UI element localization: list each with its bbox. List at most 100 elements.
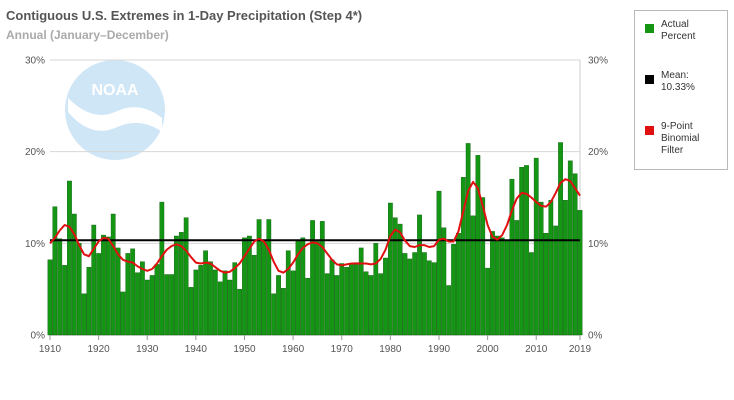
bar[interactable] <box>237 288 243 336</box>
bar[interactable] <box>388 202 393 336</box>
bar[interactable] <box>548 200 554 336</box>
bar[interactable] <box>67 180 72 336</box>
bar[interactable] <box>86 266 92 336</box>
bar[interactable] <box>120 291 126 336</box>
bar[interactable] <box>436 190 442 336</box>
bar[interactable] <box>494 235 500 336</box>
bar[interactable] <box>363 271 369 336</box>
bar[interactable] <box>514 220 520 336</box>
bar[interactable] <box>305 277 311 336</box>
bar[interactable] <box>261 239 267 336</box>
bar[interactable] <box>144 279 150 336</box>
bar[interactable] <box>373 243 379 336</box>
bar[interactable] <box>519 167 525 336</box>
bar[interactable] <box>567 160 573 336</box>
bar[interactable] <box>533 157 539 336</box>
bar[interactable] <box>174 235 179 336</box>
bar[interactable] <box>149 275 155 336</box>
bar[interactable] <box>485 267 490 336</box>
bar[interactable] <box>300 237 306 336</box>
bar[interactable] <box>57 238 63 336</box>
bar[interactable] <box>76 243 82 336</box>
bar[interactable] <box>154 264 160 336</box>
bar[interactable] <box>232 262 238 336</box>
bar[interactable] <box>392 217 398 336</box>
bar[interactable] <box>441 227 447 336</box>
bar[interactable] <box>183 217 189 336</box>
bar[interactable] <box>198 265 204 336</box>
bar[interactable] <box>319 221 325 336</box>
bar[interactable] <box>553 225 559 336</box>
bar[interactable] <box>178 232 184 336</box>
bar[interactable] <box>101 234 106 336</box>
bar[interactable] <box>81 293 87 336</box>
bar[interactable] <box>222 270 228 336</box>
bar[interactable] <box>349 263 354 336</box>
bar[interactable] <box>572 173 578 336</box>
bar[interactable] <box>460 177 466 336</box>
bar[interactable] <box>529 252 534 336</box>
bar[interactable] <box>266 219 272 336</box>
bar[interactable] <box>543 233 549 336</box>
bar[interactable] <box>470 215 476 336</box>
bar[interactable] <box>281 288 286 336</box>
bar[interactable] <box>563 200 568 336</box>
bar[interactable] <box>251 255 257 336</box>
bar[interactable] <box>378 273 384 336</box>
bar[interactable] <box>135 272 140 336</box>
bar[interactable] <box>164 274 170 336</box>
bar[interactable] <box>383 257 388 336</box>
bar[interactable] <box>188 287 194 336</box>
bar[interactable] <box>276 275 281 336</box>
legend-item-filter[interactable]: 9-Point Binomial Filter <box>645 121 723 157</box>
bar[interactable] <box>285 250 291 336</box>
bar[interactable] <box>208 261 213 336</box>
bar[interactable] <box>344 266 349 336</box>
bar[interactable] <box>558 142 563 336</box>
bar[interactable] <box>334 275 340 336</box>
bar[interactable] <box>310 220 315 336</box>
bar[interactable] <box>329 259 335 336</box>
bar[interactable] <box>417 214 422 336</box>
bar[interactable] <box>290 270 296 336</box>
bar[interactable] <box>524 165 529 336</box>
bar[interactable] <box>475 155 481 336</box>
legend-item-actual[interactable]: Actual Percent <box>645 19 723 43</box>
bar[interactable] <box>480 197 486 336</box>
bar[interactable] <box>426 260 432 336</box>
bar[interactable] <box>217 281 223 336</box>
bar[interactable] <box>115 247 121 336</box>
bar[interactable] <box>407 258 413 336</box>
bar[interactable] <box>412 252 418 336</box>
bar[interactable] <box>91 224 97 336</box>
bar[interactable] <box>451 244 456 336</box>
bar[interactable] <box>324 273 330 336</box>
bar[interactable] <box>446 285 452 336</box>
bar[interactable] <box>110 213 116 336</box>
bar[interactable] <box>47 259 53 336</box>
bar[interactable] <box>538 201 544 336</box>
bar[interactable] <box>339 263 345 336</box>
bar[interactable] <box>227 279 233 336</box>
bar[interactable] <box>465 143 471 336</box>
bar[interactable] <box>431 262 437 336</box>
bar[interactable] <box>105 236 111 336</box>
bar[interactable] <box>402 253 408 336</box>
bar[interactable] <box>499 237 505 336</box>
bar[interactable] <box>504 240 510 336</box>
bar[interactable] <box>125 253 131 336</box>
bar[interactable] <box>169 274 174 336</box>
bar[interactable] <box>246 235 252 336</box>
bar[interactable] <box>353 262 359 336</box>
bar[interactable] <box>130 248 136 336</box>
bar[interactable] <box>256 219 262 336</box>
bar[interactable] <box>358 247 364 336</box>
bar[interactable] <box>212 269 218 336</box>
bar[interactable] <box>71 213 77 336</box>
bar[interactable] <box>456 233 461 336</box>
bar[interactable] <box>62 265 67 336</box>
bar[interactable] <box>577 210 583 336</box>
bar[interactable] <box>315 241 320 336</box>
bar[interactable] <box>140 261 145 336</box>
legend-item-mean[interactable]: Mean: 10.33% <box>645 70 723 94</box>
